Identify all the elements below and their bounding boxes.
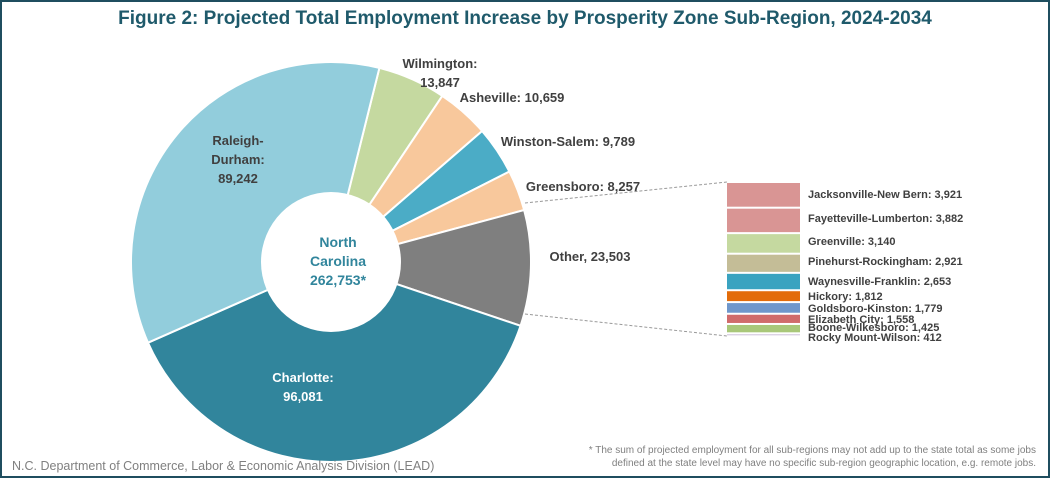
breakdown-label: Jacksonville-New Bern: 3,921 (808, 189, 962, 201)
center-label: Carolina (310, 253, 366, 269)
slice-label: Other, 23,503 (550, 249, 631, 264)
slice-label: Raleigh- (212, 133, 263, 148)
slice-label: Greensboro: 8,257 (526, 179, 640, 194)
breakdown-bar-hickory (727, 291, 800, 302)
slice-other (327, 208, 532, 328)
breakdown-label: Boone-Wilkesboro: 1,425 (808, 322, 939, 334)
source-text: N.C. Department of Commerce, Labor & Eco… (12, 459, 435, 473)
breakdown-bar-waynesville-franklin (727, 273, 800, 290)
breakdown-bar-boone-wilkesboro (727, 324, 800, 333)
center-label: North (319, 234, 356, 250)
breakdown-label: Hickory: 1,812 (808, 291, 883, 303)
slice-label: Durham: (211, 152, 264, 167)
slice-label: 13,847 (420, 75, 460, 90)
footnote: * The sum of projected employment for al… (588, 445, 1036, 469)
breakdown-bar-jacksonville-new-bern (727, 183, 800, 207)
slice-charlotte (146, 260, 522, 463)
breakdown-label: Greenville: 3,140 (808, 236, 895, 248)
breakdown-label: Goldsboro-Kinston: 1,779 (808, 303, 942, 315)
connector-line-bottom (524, 313, 728, 337)
connector-line-top (524, 181, 728, 204)
breakdown-label: Fayetteville-Lumberton: 3,882 (808, 213, 963, 225)
breakdown-bar-rocky-mount-wilson (727, 334, 800, 336)
breakdown-bar-elizabeth-city (727, 314, 800, 323)
slice-label: Charlotte: (272, 370, 333, 385)
breakdown-label: Rocky Mount-Wilson: 412 (808, 332, 942, 344)
breakdown-label: Waynesville-Franklin: 2,653 (808, 276, 951, 288)
breakdown-bar-greenville (727, 234, 800, 253)
donut-hole (261, 192, 401, 332)
slice-raleigh-durham (130, 61, 381, 345)
slice-label: Winston-Salem: 9,789 (501, 134, 635, 149)
breakdown-bar-fayetteville-lumberton (727, 208, 800, 233)
slice-label: Wilmington: (403, 56, 478, 71)
slice-label: 89,242 (218, 171, 258, 186)
breakdown-label: Elizabeth City: 1,558 (808, 314, 914, 326)
breakdown-label: Pinehurst-Rockingham: 2,921 (808, 256, 963, 268)
center-label: 262,753* (310, 272, 367, 288)
slice-label: Asheville: 10,659 (460, 90, 565, 105)
breakdown-bar-goldsboro-kinston (727, 303, 800, 313)
breakdown-bar-pinehurst-rockingham (727, 254, 800, 272)
slice-label: 96,081 (283, 389, 323, 404)
chart-title: Figure 2: Projected Total Employment Inc… (118, 8, 932, 29)
